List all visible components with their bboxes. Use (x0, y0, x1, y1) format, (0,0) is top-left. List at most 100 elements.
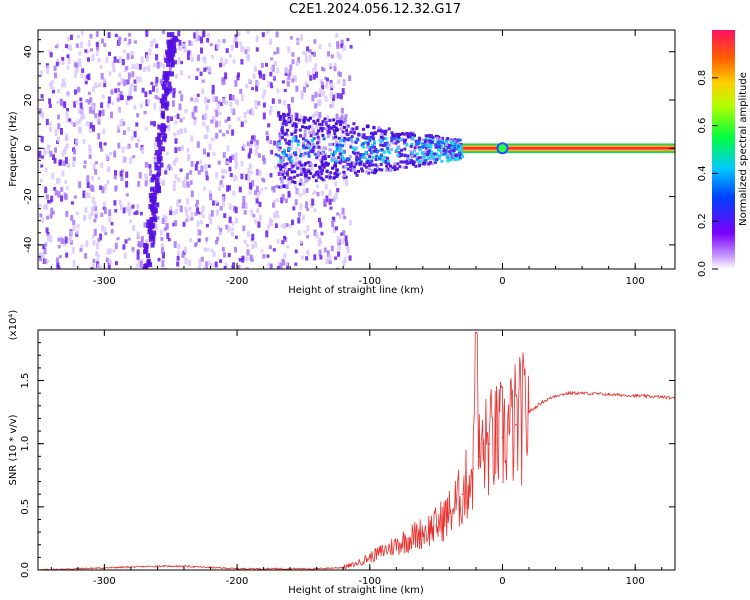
spectrogram-noise-cell (267, 80, 271, 87)
spectrogram-signal-cell (391, 141, 395, 145)
colorbar-tick-label: 0.6 (697, 118, 708, 134)
spectrogram-noise-cell (333, 195, 336, 202)
spectrogram-noise-cell (165, 151, 169, 156)
spectrogram-noise-cell (135, 210, 139, 215)
spectrogram-noise-cell (116, 59, 120, 63)
spectrogram-noise-cell (280, 224, 284, 228)
spectrogram-noise-cell (210, 262, 214, 268)
spectrogram-noise-cell (93, 219, 97, 223)
spectrogram-tone-marker (496, 142, 509, 155)
spectrogram-signal-cell (281, 131, 285, 135)
spectrogram-signal-cell (301, 153, 305, 157)
spectrogram-signal-cell (319, 173, 322, 177)
spectrogram-noise-cell (185, 172, 189, 180)
spectrogram-noise-cell (212, 251, 216, 258)
spectrogram-noise-cell (82, 139, 86, 145)
spectrogram-noise-cell (174, 147, 178, 153)
spectrogram-noise-cell (94, 214, 98, 219)
spectrogram-noise-cell (131, 71, 135, 78)
spectrogram-streak-cell (151, 223, 156, 228)
spectrogram-signal-cell (328, 118, 332, 122)
spectrogram-noise-cell (101, 186, 105, 194)
spectrogram-noise-cell (301, 182, 305, 187)
spectrogram-signal-cell (346, 167, 350, 171)
spectrogram-signal-cell (444, 143, 448, 147)
spectrogram-noise-cell (222, 78, 226, 85)
spectrogram-noise-cell (234, 152, 238, 158)
spectrogram-noise-cell (56, 58, 60, 64)
spectrogram-signal-cell (337, 156, 341, 160)
snr-data-point (581, 392, 583, 394)
spectrogram-signal-cell (377, 129, 380, 133)
spectrogram-noise-cell (210, 54, 214, 59)
spectrogram-noise-cell (231, 129, 235, 136)
spectrogram-noise-cell (107, 262, 111, 269)
spectrogram-signal-cell (307, 154, 311, 158)
spectrogram-streak-cell (152, 192, 157, 198)
spectrogram-signal-cell (288, 153, 292, 157)
spectrogram-noise-cell (58, 255, 62, 259)
spectrogram-noise-cell (114, 185, 118, 189)
spectrogram-noise-cell (339, 159, 343, 163)
spectrogram-noise-cell (97, 263, 101, 268)
spectrogram-noise-cell (253, 142, 257, 148)
spectrogram-signal-cell (410, 154, 414, 158)
spectrogram-x-ticks: -300 -200 -100 0 100 (50, 30, 663, 287)
spectrogram-noise-cell (342, 261, 346, 266)
spectrogram-noise-cell (298, 148, 302, 153)
spectrogram-noise-cell (283, 88, 287, 93)
spectrogram-noise-cell (314, 91, 318, 98)
spectrogram-signal-cell (349, 165, 353, 169)
spectrogram-noise-cell (279, 262, 283, 269)
spectrogram-noise-cell (129, 206, 133, 211)
spectrogram-noise-cell (54, 45, 58, 49)
spectrogram-noise-cell (131, 204, 135, 209)
spectrogram-signal-cell (334, 129, 338, 132)
spectrogram-noise-cell (98, 110, 102, 115)
spectrogram-noise-cell (178, 103, 182, 111)
spectrogram-noise-cell (204, 96, 208, 104)
spectrogram-noise-cell (84, 49, 88, 53)
spectrogram-noise-cell (212, 200, 216, 206)
spectrogram-noise-cell (211, 115, 215, 122)
spectrogram-signal-cell (338, 161, 342, 165)
spectrogram-noise-cell (104, 183, 108, 191)
spectrogram-noise-cell (44, 186, 48, 194)
spectrogram-signal-cell (365, 158, 369, 162)
spectrogram-signal-cell (350, 135, 354, 139)
spectrogram-noise-cell (254, 100, 258, 106)
spectrogram-noise-cell (133, 131, 137, 138)
spectrogram-noise-cell (60, 238, 64, 244)
spectrogram-noise-cell (228, 53, 232, 58)
spectrogram-noise-cell (69, 44, 73, 51)
snr-data-point (515, 423, 517, 426)
spectrogram-signal-cell (284, 123, 288, 127)
spectrogram-noise-cell (224, 59, 228, 64)
spectrogram-noise-cell (266, 254, 270, 258)
spectrogram-signal-cell (282, 119, 286, 123)
spectrogram-signal-cell (353, 151, 357, 155)
spectrogram-noise-cell (128, 32, 132, 37)
spectrogram-noise-cell (120, 95, 124, 100)
spectrogram-noise-cell (305, 201, 308, 209)
spectrogram-noise-cell (42, 245, 46, 250)
spectrogram-signal-cell (281, 129, 285, 133)
spectrogram-noise-cell (155, 88, 159, 93)
spectrogram-streak-cell (146, 219, 151, 225)
spectrogram-noise-cell (41, 253, 45, 259)
spectrogram-signal-cell (435, 136, 439, 140)
spectrogram-signal-cell (329, 126, 332, 130)
spectrogram-noise-cell (273, 51, 277, 55)
spectrogram-noise-cell (114, 209, 118, 213)
spectrogram-noise-cell (165, 166, 169, 171)
spectrogram-noise-cell (198, 230, 202, 236)
spectrogram-noise-cell (133, 104, 137, 110)
spectrogram-signal-cell (383, 155, 387, 159)
spectrogram-signal-cell (371, 143, 375, 147)
spectrogram-noise-cell (137, 181, 141, 187)
spectrogram-noise-cell (47, 234, 51, 242)
colorbar-tick-label: 0.2 (697, 213, 708, 229)
spectrogram-streak-cell (161, 136, 166, 141)
spectrogram-noise-cell (43, 147, 47, 153)
spectrogram-noise-cell (308, 55, 312, 62)
